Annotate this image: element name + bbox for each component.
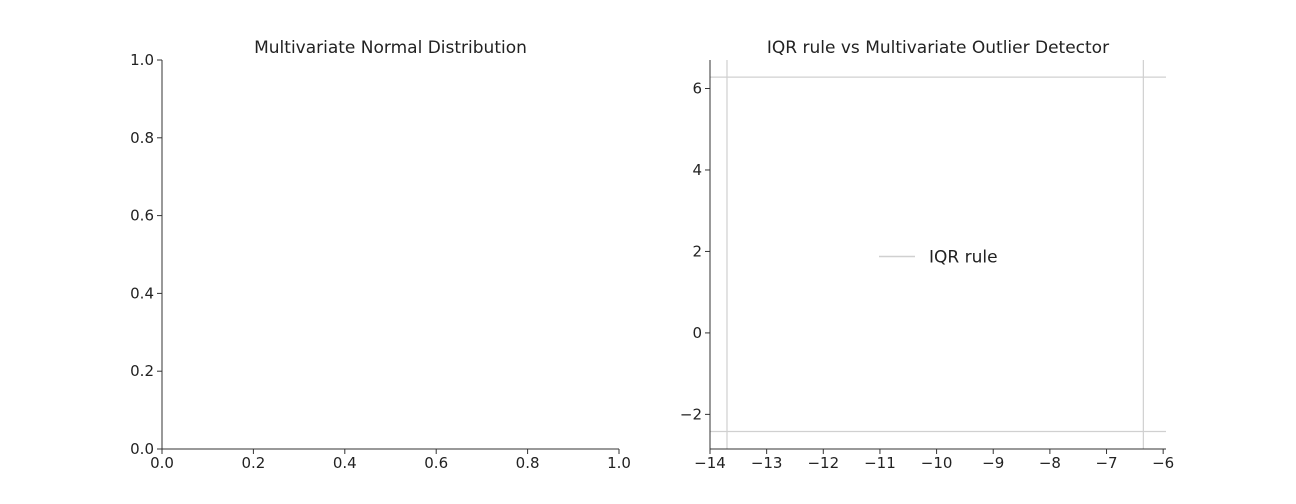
x-tick-label: 1.0 [607, 454, 631, 472]
x-tick-label: −11 [864, 454, 896, 472]
chart-panel-1: Multivariate Normal Distribution 0.0 0.2 0.… [130, 38, 631, 472]
y-tick-label: 0.8 [130, 129, 154, 147]
chart-title: IQR rule vs Multivariate Outlier Detecto… [767, 38, 1109, 58]
x-tick-label: 0.2 [241, 454, 265, 472]
y-tick-label: 0.6 [130, 207, 154, 225]
chart-panel-2: IQR rule vs Multivariate Outlier Detecto… [680, 38, 1174, 472]
y-tick-label: 0.2 [130, 362, 154, 380]
x-tick-label: −6 [1152, 454, 1174, 472]
x-tick-label: 0.8 [516, 454, 540, 472]
x-tick-label: 0.4 [333, 454, 357, 472]
x-tick-label: 0.0 [150, 454, 174, 472]
y-tick-label: 0.0 [130, 440, 154, 458]
y-tick-label: 0.4 [130, 284, 154, 302]
x-tick-label: −12 [807, 454, 839, 472]
y-tick-label: 4 [692, 161, 702, 179]
x-tick-label: −9 [982, 454, 1004, 472]
y-tick-label: 1.0 [130, 51, 154, 69]
y-tick-label: 6 [692, 80, 702, 98]
chart-title: Multivariate Normal Distribution [254, 38, 527, 58]
x-tick-label: −10 [921, 454, 953, 472]
x-tick-label: −7 [1095, 454, 1117, 472]
legend-label: IQR rule [929, 248, 998, 268]
y-tick-label: −2 [680, 405, 702, 423]
x-tick-label: −14 [694, 454, 726, 472]
y-tick-label: 0 [692, 324, 702, 342]
x-tick-label: −8 [1039, 454, 1061, 472]
x-tick-label: −13 [751, 454, 783, 472]
legend: IQR rule [879, 248, 998, 268]
y-tick-label: 2 [692, 242, 702, 260]
x-tick-label: 0.6 [424, 454, 448, 472]
